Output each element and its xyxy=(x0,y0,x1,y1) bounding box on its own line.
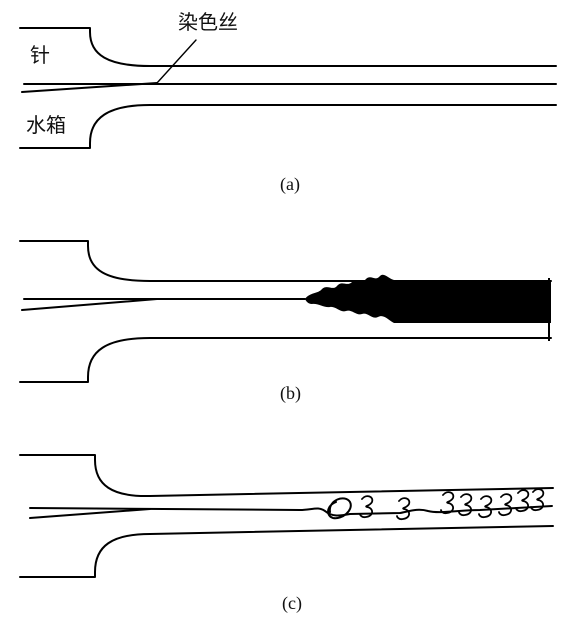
panel-b-dye-body xyxy=(394,281,551,323)
panel-c-dye-streak xyxy=(29,505,553,517)
panel-a-upper-wall xyxy=(19,27,557,67)
caption-b: (b) xyxy=(280,383,301,403)
panel-c-eddies xyxy=(359,488,545,521)
dye-thread-label: 染色丝 xyxy=(178,10,238,34)
panel-c-needle xyxy=(29,508,151,519)
caption-c: (c) xyxy=(282,593,302,613)
water-tank-label: 水箱 xyxy=(26,113,66,137)
panel-a-dye-leader xyxy=(156,39,197,84)
panel-b-lower-wall xyxy=(19,337,552,383)
panel-b-needle xyxy=(21,298,158,311)
needle-label: 针 xyxy=(30,43,50,67)
caption-a: (a) xyxy=(280,174,300,194)
panel-b-dye-front xyxy=(305,274,394,323)
panel-b-upper-wall xyxy=(19,240,552,282)
panel-c xyxy=(19,454,554,578)
panel-c-dye-loop xyxy=(327,497,352,520)
panel-a xyxy=(19,27,557,149)
panel-a-lower-wall xyxy=(19,104,557,149)
panel-b xyxy=(19,240,552,383)
panel-b-turbulent-dye xyxy=(305,274,551,323)
panel-c-upper-wall xyxy=(19,454,554,498)
panel-c-lower-wall xyxy=(19,525,554,578)
